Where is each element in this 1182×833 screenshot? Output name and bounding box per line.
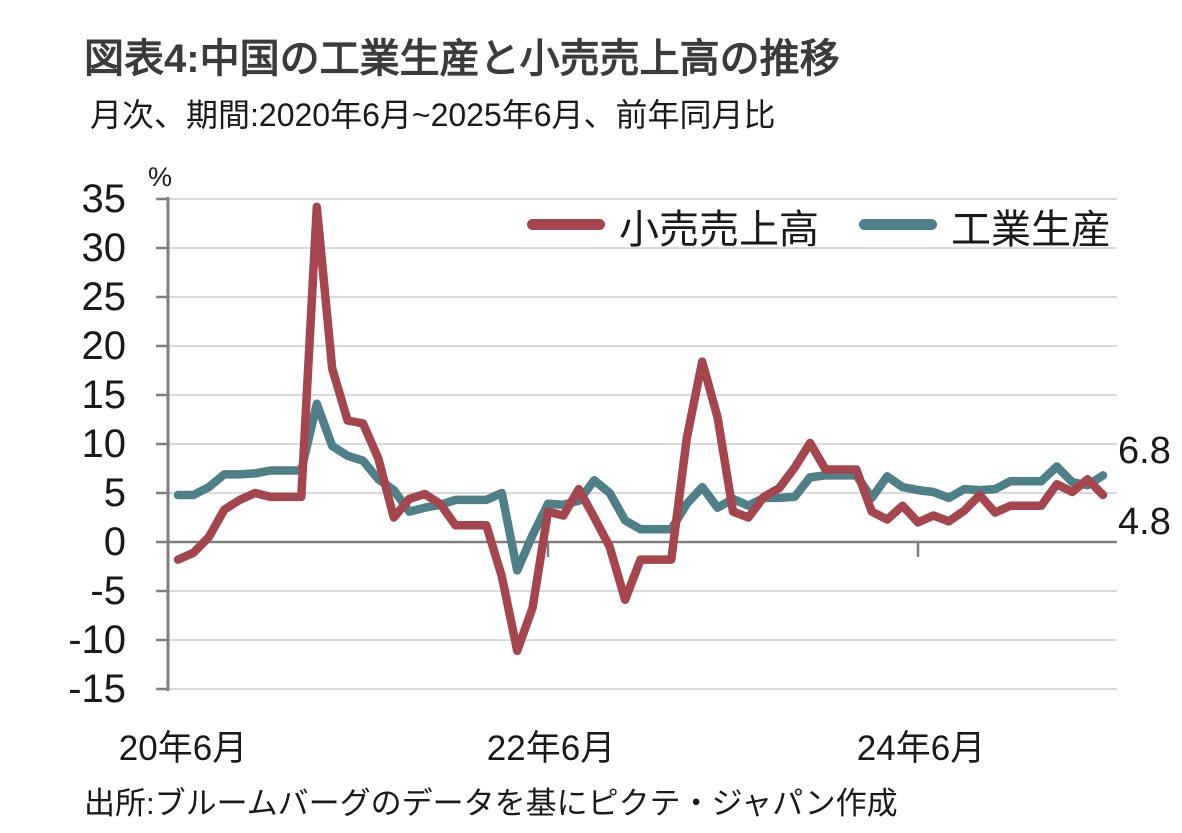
y-axis-unit-label: % (148, 162, 173, 192)
industrial-production-line (173, 399, 1108, 575)
y-axis-tick-label: 30 (82, 226, 127, 270)
industrial-production-line-swatch (859, 219, 937, 230)
legend-item-retail-sales (527, 217, 605, 235)
y-axis-tick-label: 0 (104, 520, 126, 564)
retail-sales-line (173, 202, 1108, 656)
end-value-industrial-production: 6.8 (1118, 430, 1171, 472)
y-axis-tick-label: 15 (82, 373, 127, 417)
legend-label-retail-sales: 小売売上高 (619, 208, 819, 252)
y-axis-tick-label: -15 (68, 667, 126, 711)
x-axis-label-jun-2020: 20年6月 (118, 729, 248, 768)
y-axis-tick-label: 10 (82, 422, 127, 466)
y-axis-tick-label: 35 (82, 177, 127, 221)
chart-title: 図表4:中国の工業生産と小売売上高の推移 (84, 37, 840, 81)
y-axis-tick-label: 20 (82, 324, 127, 368)
y-axis-tick-label: 25 (82, 275, 127, 319)
chart-subtitle: 月次、期間:2020年6月~2025年6月、前年同月比 (90, 97, 776, 133)
end-value-retail-sales: 4.8 (1118, 501, 1171, 543)
x-axis-label-jun-2022: 22年6月 (486, 729, 616, 768)
retail-sales-line-swatch (527, 219, 605, 230)
chart-legend: 小売売上高 工業生産 (527, 202, 1111, 252)
legend-item-industrial-production (859, 217, 937, 235)
y-axis-tick-label: -10 (68, 618, 126, 662)
y-axis-tick-label: -5 (90, 569, 126, 613)
legend-label-industrial-production: 工業生産 (951, 208, 1111, 252)
y-axis-tick-label: 5 (104, 471, 126, 515)
source-note: 出所:ブルームバーグのデータを基にピクテ・ジャパン作成 (84, 786, 898, 821)
x-axis-label-jun-2024: 24年6月 (856, 729, 986, 768)
